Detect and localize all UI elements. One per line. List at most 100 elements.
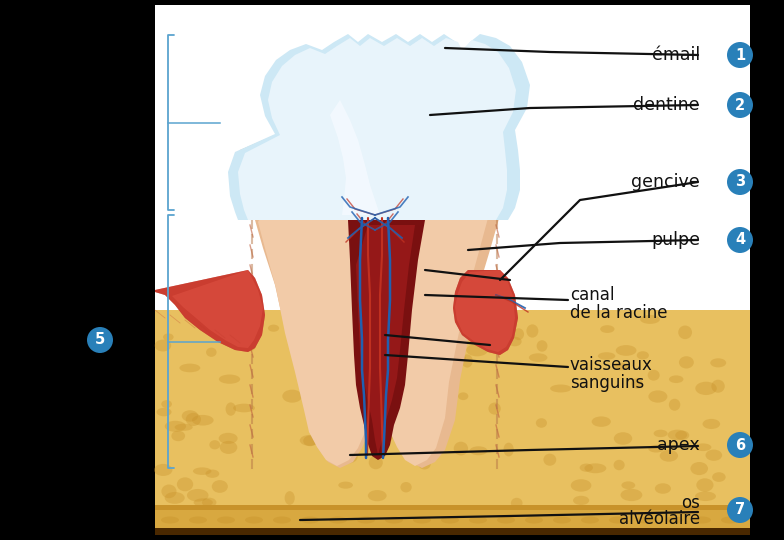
Ellipse shape xyxy=(189,516,207,523)
Ellipse shape xyxy=(695,491,716,501)
Polygon shape xyxy=(155,528,750,535)
Ellipse shape xyxy=(220,441,238,454)
Polygon shape xyxy=(155,310,750,510)
Ellipse shape xyxy=(579,463,593,472)
Ellipse shape xyxy=(696,478,713,492)
Ellipse shape xyxy=(693,516,711,523)
Ellipse shape xyxy=(678,326,692,339)
Ellipse shape xyxy=(206,348,216,357)
Ellipse shape xyxy=(659,450,678,462)
Text: pulpe: pulpe xyxy=(651,231,700,249)
Ellipse shape xyxy=(194,498,213,507)
Ellipse shape xyxy=(513,328,524,340)
Ellipse shape xyxy=(285,491,295,505)
Ellipse shape xyxy=(317,412,328,424)
Ellipse shape xyxy=(712,472,726,482)
Ellipse shape xyxy=(299,435,320,446)
Ellipse shape xyxy=(368,456,383,469)
Ellipse shape xyxy=(648,445,664,453)
Ellipse shape xyxy=(615,345,637,356)
Ellipse shape xyxy=(329,516,347,523)
Ellipse shape xyxy=(655,483,671,494)
Ellipse shape xyxy=(620,489,642,501)
Ellipse shape xyxy=(529,353,547,362)
Ellipse shape xyxy=(497,516,515,523)
Ellipse shape xyxy=(209,440,220,449)
Polygon shape xyxy=(455,270,515,352)
Polygon shape xyxy=(356,225,415,455)
Ellipse shape xyxy=(614,363,629,370)
Ellipse shape xyxy=(695,382,717,395)
Ellipse shape xyxy=(226,402,236,416)
Ellipse shape xyxy=(454,442,468,455)
Ellipse shape xyxy=(648,390,667,403)
Ellipse shape xyxy=(328,328,346,339)
Text: 2: 2 xyxy=(735,98,745,112)
Ellipse shape xyxy=(553,516,571,523)
Text: de la racine: de la racine xyxy=(570,304,667,322)
Text: canal: canal xyxy=(570,286,615,304)
Circle shape xyxy=(87,327,113,353)
Ellipse shape xyxy=(622,481,635,489)
Ellipse shape xyxy=(358,364,379,377)
Ellipse shape xyxy=(503,443,514,456)
Ellipse shape xyxy=(180,363,200,372)
Ellipse shape xyxy=(543,454,557,466)
Ellipse shape xyxy=(573,496,590,505)
Ellipse shape xyxy=(691,462,708,475)
Polygon shape xyxy=(155,505,750,535)
Ellipse shape xyxy=(202,498,216,507)
Polygon shape xyxy=(238,38,516,220)
Ellipse shape xyxy=(286,326,299,334)
Polygon shape xyxy=(155,5,750,535)
Polygon shape xyxy=(453,270,518,355)
Circle shape xyxy=(727,169,753,195)
Polygon shape xyxy=(228,34,530,220)
Polygon shape xyxy=(248,215,500,468)
Ellipse shape xyxy=(706,450,722,461)
Polygon shape xyxy=(453,270,518,355)
Ellipse shape xyxy=(219,433,238,444)
Ellipse shape xyxy=(631,378,643,389)
Ellipse shape xyxy=(488,316,503,327)
Ellipse shape xyxy=(219,375,240,384)
Circle shape xyxy=(727,227,753,253)
Ellipse shape xyxy=(648,370,659,381)
Ellipse shape xyxy=(702,419,720,429)
Text: 1: 1 xyxy=(735,48,745,63)
Ellipse shape xyxy=(377,432,393,443)
Ellipse shape xyxy=(268,325,279,332)
Ellipse shape xyxy=(339,450,358,463)
Ellipse shape xyxy=(550,384,572,393)
Ellipse shape xyxy=(609,516,627,523)
Ellipse shape xyxy=(571,479,591,492)
Ellipse shape xyxy=(675,430,689,440)
Ellipse shape xyxy=(508,337,521,346)
Text: 6: 6 xyxy=(735,437,745,453)
Ellipse shape xyxy=(458,393,468,400)
Ellipse shape xyxy=(614,460,625,470)
Polygon shape xyxy=(262,100,380,215)
Ellipse shape xyxy=(245,516,263,523)
Ellipse shape xyxy=(369,428,385,441)
Ellipse shape xyxy=(641,315,660,324)
Ellipse shape xyxy=(526,325,539,338)
Text: sanguins: sanguins xyxy=(570,374,644,392)
Circle shape xyxy=(727,497,753,523)
Ellipse shape xyxy=(165,421,186,432)
Ellipse shape xyxy=(186,413,201,426)
Ellipse shape xyxy=(601,325,615,333)
Ellipse shape xyxy=(439,400,451,410)
Ellipse shape xyxy=(317,317,334,327)
Ellipse shape xyxy=(637,351,649,360)
Ellipse shape xyxy=(401,482,412,492)
Polygon shape xyxy=(155,270,265,352)
Ellipse shape xyxy=(506,311,517,322)
Ellipse shape xyxy=(357,516,375,523)
Ellipse shape xyxy=(245,338,256,351)
Ellipse shape xyxy=(669,399,681,411)
Ellipse shape xyxy=(669,375,684,383)
Text: émail: émail xyxy=(652,46,700,64)
Polygon shape xyxy=(326,100,430,218)
Ellipse shape xyxy=(495,320,512,328)
